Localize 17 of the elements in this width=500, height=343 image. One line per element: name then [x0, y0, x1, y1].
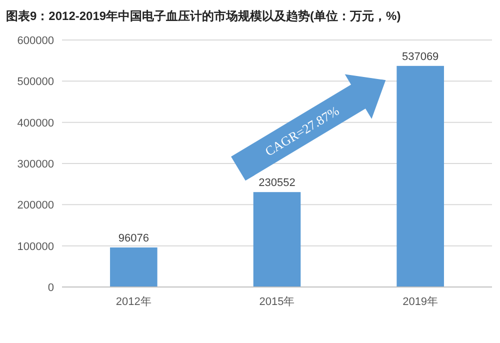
- y-tick-label: 100000: [17, 240, 54, 253]
- x-tick-label: 2019年: [402, 296, 438, 308]
- y-tick-label: 200000: [17, 200, 54, 212]
- bar: [253, 192, 301, 287]
- data-label: 230552: [258, 177, 296, 190]
- chart-title: 图表9：2012-2019年中国电子血压计的市场规模以及趋势(单位：万元，%): [6, 9, 401, 23]
- x-tick-label: 2015年: [259, 296, 295, 308]
- bar: [396, 66, 444, 287]
- y-tick-label: 400000: [17, 117, 54, 130]
- y-tick-label: 300000: [17, 158, 54, 170]
- bar: [110, 247, 158, 287]
- x-tick-label: 2012年: [116, 296, 152, 308]
- data-label: 96076: [118, 232, 149, 244]
- y-tick-label: 500000: [17, 76, 54, 88]
- y-tick-label: 0: [48, 282, 54, 294]
- y-tick-label: 600000: [17, 35, 54, 47]
- data-label: 537069: [402, 50, 439, 63]
